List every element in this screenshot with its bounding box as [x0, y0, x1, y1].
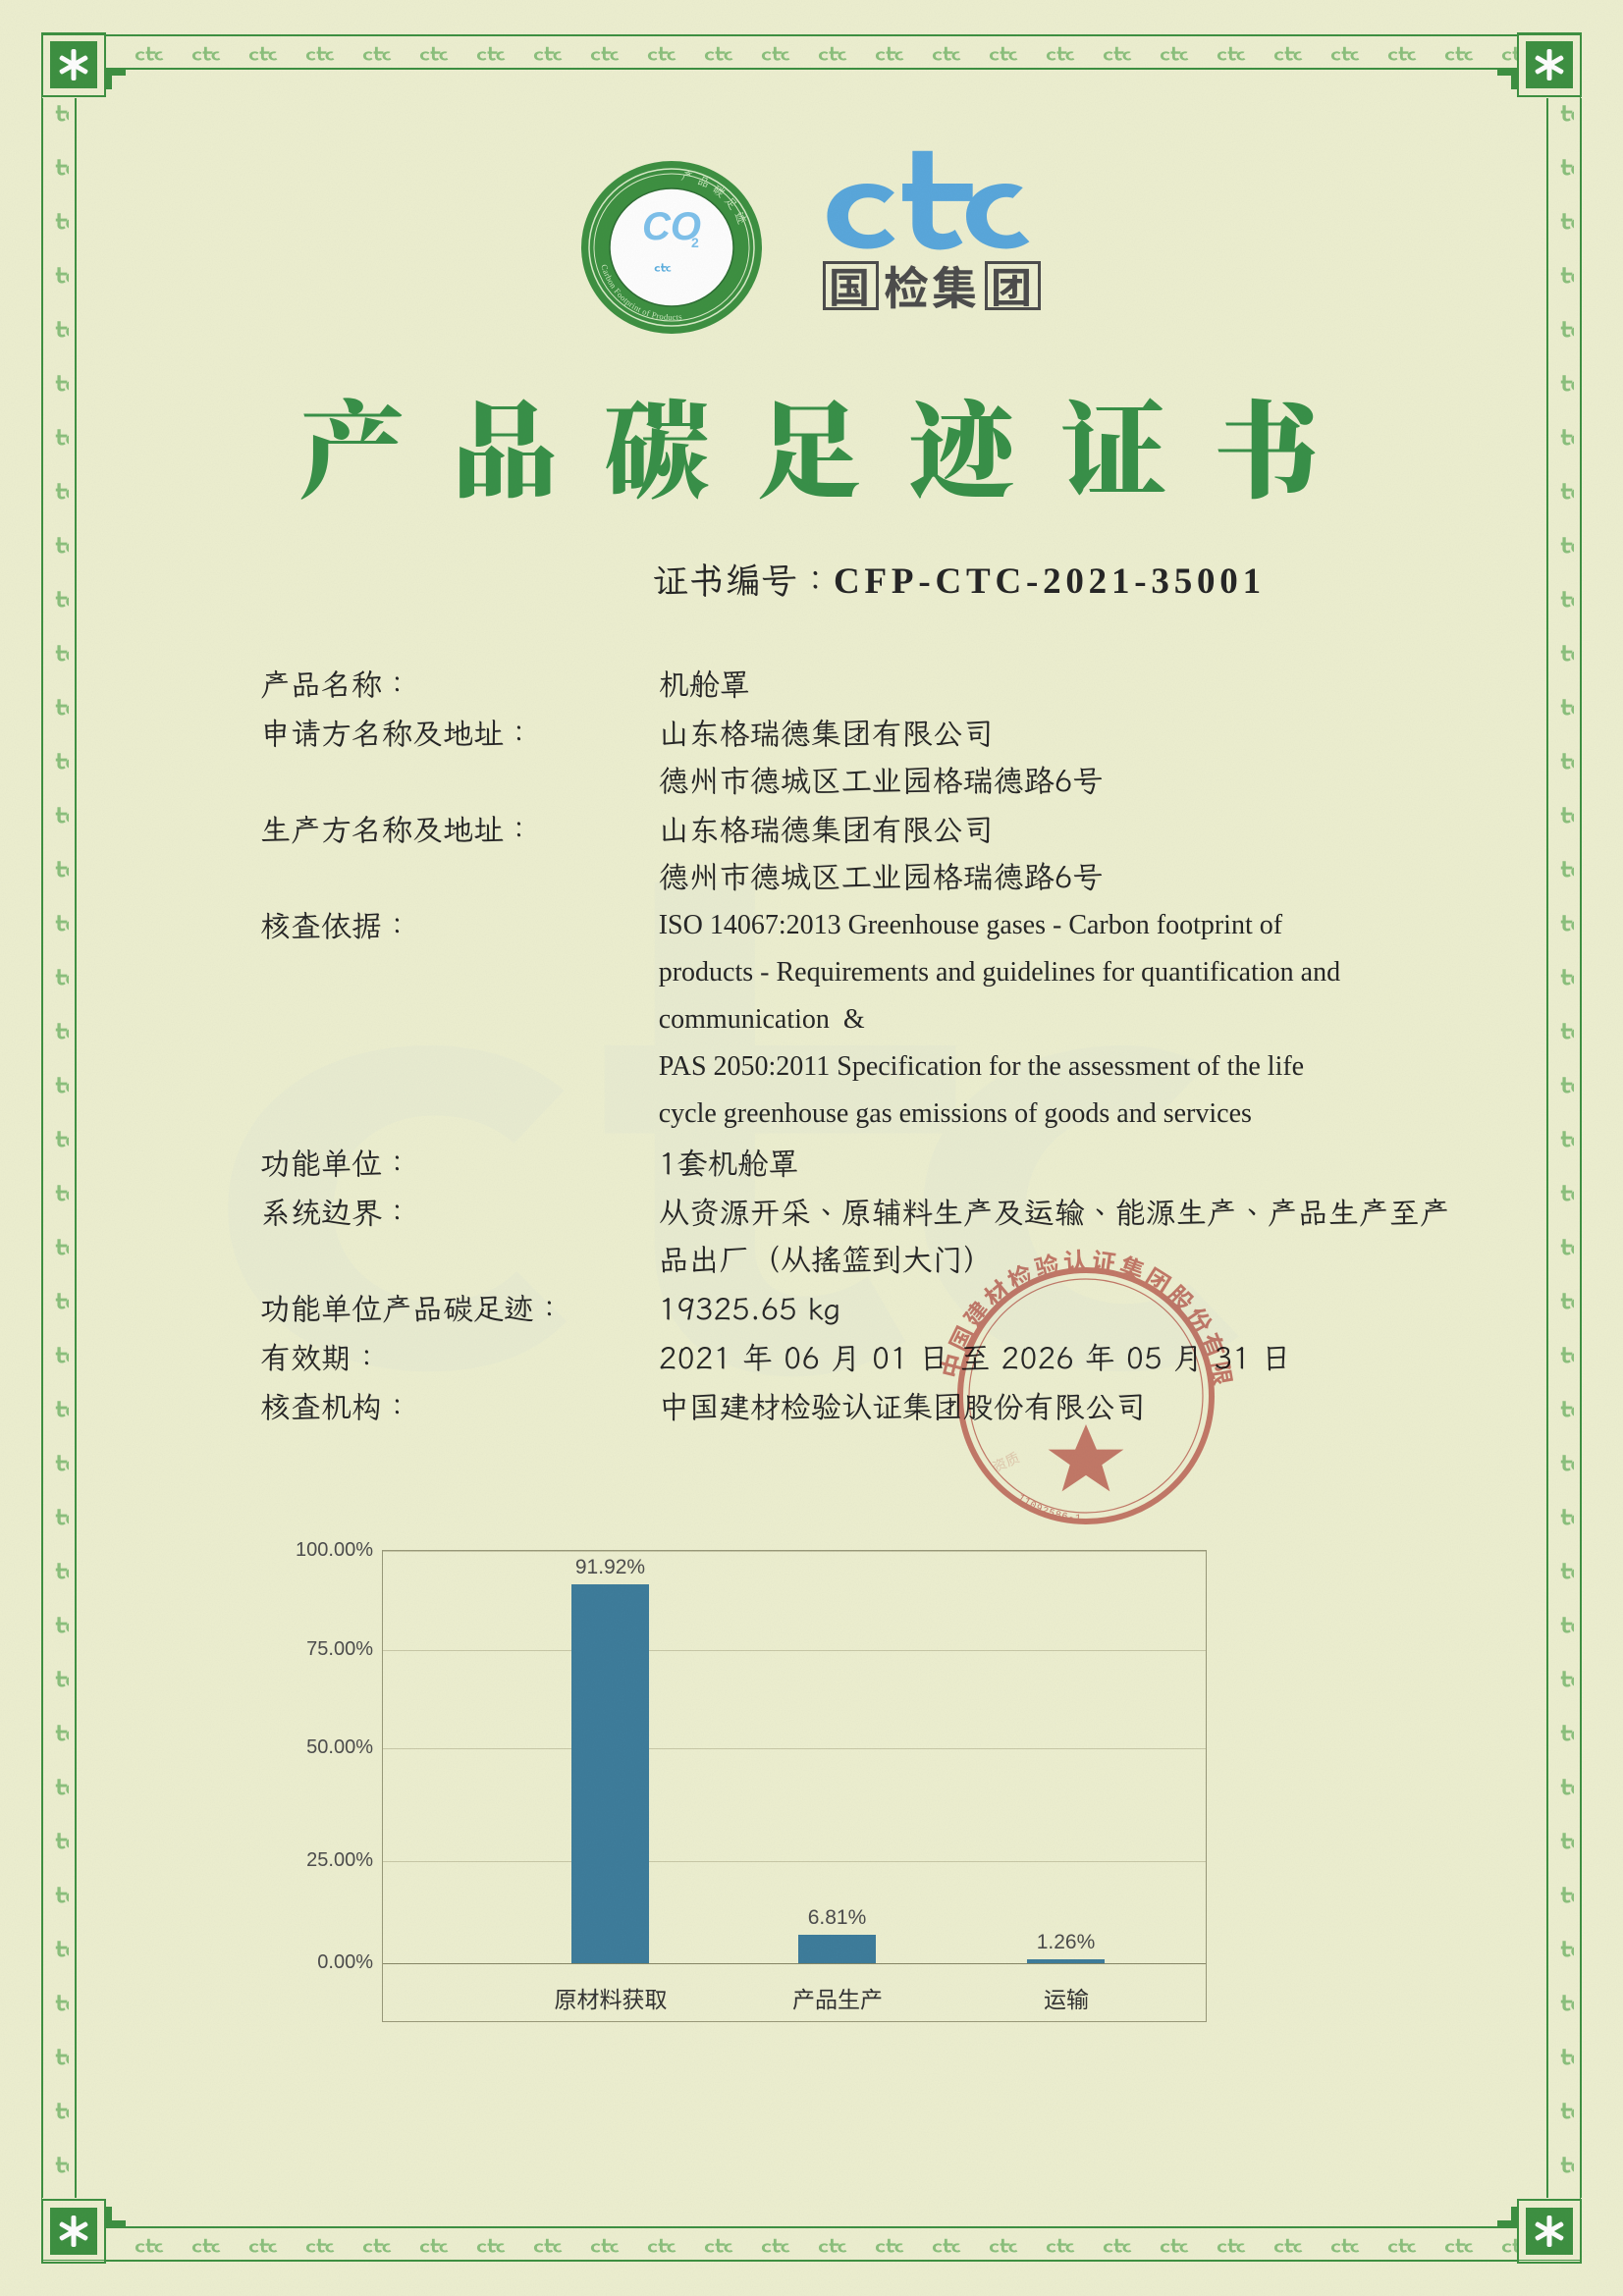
svg-text:2: 2: [691, 235, 699, 250]
svg-text:资质: 资质: [990, 1448, 1023, 1477]
svg-text:中国建材检验认证集团股份有限公司: 中国建材检验认证集团股份有限公司: [933, 1243, 1239, 1391]
